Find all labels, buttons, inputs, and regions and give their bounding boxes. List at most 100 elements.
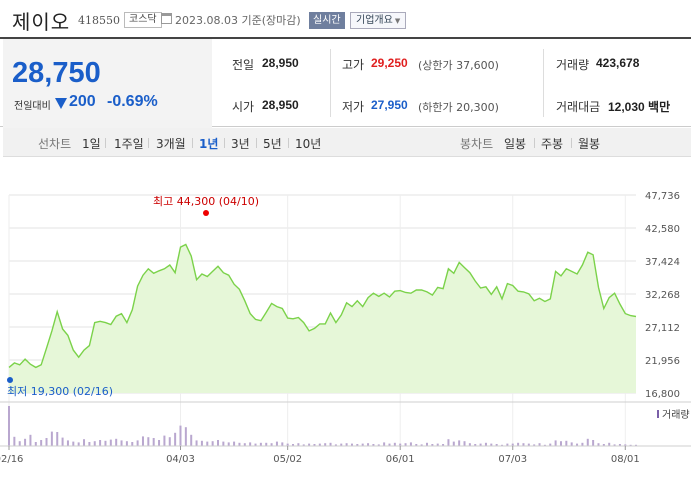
volume-bar <box>404 443 407 446</box>
volume-bar <box>200 440 203 446</box>
volume-bar <box>141 436 144 446</box>
volume-bar <box>458 440 461 446</box>
price-chart: 47,736 42,580 37,424 32,268 27,112 21,956 16,8… <box>0 180 691 479</box>
amount-value: 12,030 백만 <box>608 100 671 114</box>
volume-bar <box>109 439 112 446</box>
change-percent: -0.69% <box>107 93 158 110</box>
tab-1d[interactable]: 1일 <box>82 137 101 151</box>
volume-bar <box>602 444 605 446</box>
x-tick-label: 04/03 <box>166 454 195 465</box>
volume-bar <box>147 437 150 446</box>
volume-bar <box>259 442 262 446</box>
tab-10y[interactable]: 10년 <box>295 137 322 151</box>
volume-bar <box>18 441 21 446</box>
volume-bar <box>570 442 573 446</box>
volume-bar <box>442 444 445 446</box>
volume-bar <box>415 444 418 446</box>
candle-chart-caption: 봉차트 <box>460 137 494 151</box>
current-price-box: 28,750 전일대비 200 -0.69% <box>3 39 212 128</box>
volume-bar <box>586 438 589 446</box>
volume-bar <box>243 443 246 446</box>
volume-bar <box>393 442 396 446</box>
volume-bar <box>61 437 64 446</box>
tab-1w[interactable]: 1주일 <box>114 137 144 151</box>
volume-bar <box>168 437 171 446</box>
volume-bar <box>345 443 348 446</box>
volume-bar <box>179 425 182 446</box>
volume-bar <box>270 443 273 446</box>
line-chart-caption: 선차트 <box>38 137 72 151</box>
volume-bar <box>409 442 412 446</box>
volume-bar <box>340 443 343 446</box>
volume-bar <box>468 443 471 446</box>
low-annotation: 최저 19,300 (02/16) <box>7 385 113 398</box>
volume-bar <box>377 444 380 446</box>
volume-bar <box>50 431 53 446</box>
volume-bar <box>613 444 616 446</box>
volume-bar <box>195 440 198 446</box>
volume-bar <box>495 444 498 446</box>
volume-bar <box>559 441 562 446</box>
y-tick-label: 16,800 <box>645 389 680 400</box>
prev-close-label: 전일 <box>232 58 255 72</box>
tab-1y[interactable]: 1년 <box>199 137 219 151</box>
volume-bar <box>13 436 16 446</box>
tab-3y[interactable]: 3년 <box>231 137 250 151</box>
divider <box>330 49 331 117</box>
calendar-icon <box>161 13 172 24</box>
volume-bar <box>125 441 128 446</box>
volume-bar <box>206 441 209 446</box>
tab-5y[interactable]: 5년 <box>263 137 282 151</box>
volume-bar <box>136 440 139 446</box>
company-info-label: 기업개요 <box>356 15 393 26</box>
volume-bar <box>334 444 337 446</box>
volume-bar <box>361 443 364 446</box>
x-tick-label: 08/01 <box>611 454 640 465</box>
volume-bar <box>543 444 546 446</box>
y-tick-label: 21,956 <box>645 356 680 367</box>
volume-bar <box>329 442 332 446</box>
volume-bar <box>254 443 257 446</box>
volume-bar <box>506 443 509 446</box>
tab-daily-candle[interactable]: 일봉 <box>504 137 527 151</box>
realtime-button[interactable]: 실시간 <box>309 12 345 29</box>
open-value: 28,950 <box>262 98 299 112</box>
tab-3m[interactable]: 3개월 <box>156 137 186 151</box>
chevron-down-icon: ▼ <box>394 17 401 25</box>
volume-bar <box>217 440 219 446</box>
tab-separator <box>288 138 289 148</box>
change-label: 전일대비 <box>14 101 51 112</box>
volume-bar <box>238 442 241 446</box>
volume-bar <box>292 444 295 446</box>
market-badge: 코스닥 <box>124 12 162 28</box>
volume-bar <box>286 443 289 446</box>
volume-bar <box>501 444 504 446</box>
high-value: 29,250 <box>371 56 408 70</box>
stock-header: 제이오 418550 코스닥 2023.08.03 기준(장마감) 실시간 기업… <box>0 0 691 38</box>
volume-bar <box>383 442 386 446</box>
volume-bar <box>420 444 423 446</box>
volume-bar <box>522 443 525 446</box>
tab-weekly-candle[interactable]: 주봉 <box>541 137 564 151</box>
volume-bar <box>624 444 627 446</box>
volume-bar <box>629 444 632 446</box>
volume-legend-label: 거래량 <box>662 409 690 421</box>
tab-separator <box>148 138 149 148</box>
tab-separator <box>192 138 193 148</box>
volume-bar <box>222 441 225 446</box>
company-info-dropdown[interactable]: 기업개요 ▼ <box>350 12 407 29</box>
volume-bar <box>297 443 300 446</box>
volume-bar <box>436 443 439 446</box>
tab-monthly-candle[interactable]: 월봉 <box>578 137 601 151</box>
volume-bar <box>83 439 86 446</box>
volume-bar <box>281 442 284 446</box>
volume-value: 423,678 <box>596 56 640 70</box>
y-tick-label: 47,736 <box>645 191 680 202</box>
volume-bar <box>34 442 37 446</box>
volume-bar <box>120 440 123 446</box>
x-tick-label: 07/03 <box>498 454 527 465</box>
volume-bar <box>576 443 579 446</box>
change-value: 200 <box>69 93 96 110</box>
price-chart-svg: 47,736 42,580 37,424 32,268 27,112 21,956 16,8… <box>0 191 691 465</box>
volume-bar <box>249 442 252 446</box>
